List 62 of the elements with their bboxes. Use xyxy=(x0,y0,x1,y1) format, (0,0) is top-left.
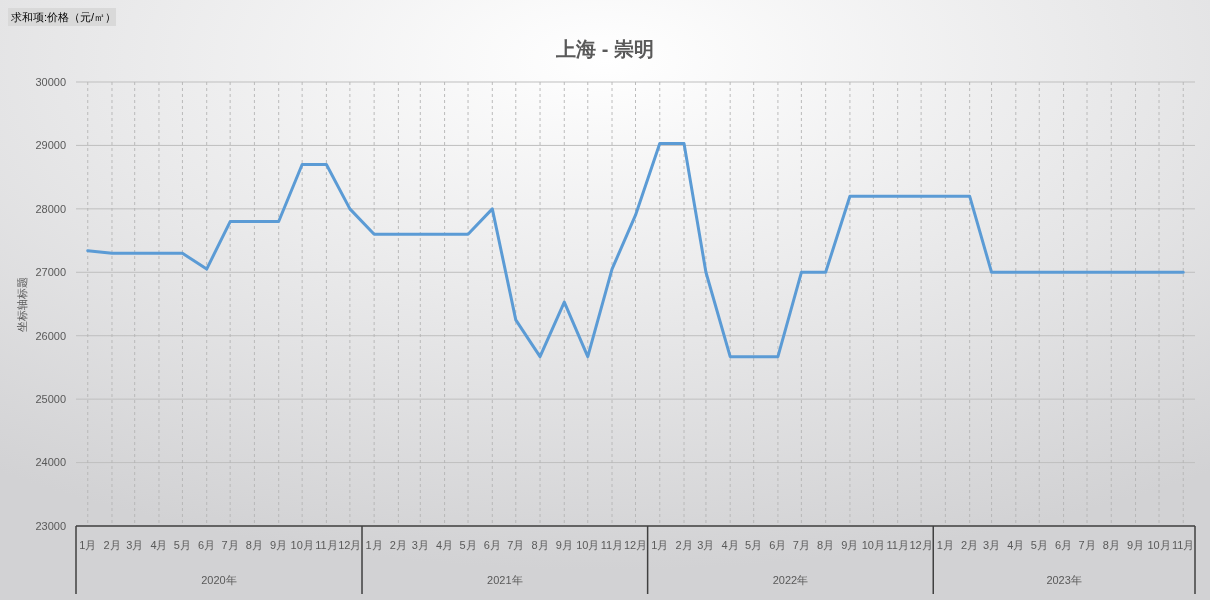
x-tick-label: 3月 xyxy=(411,539,429,551)
x-tick-label: 10月 xyxy=(290,539,314,551)
x-tick-label: 9月 xyxy=(1126,539,1145,551)
x-tick-label: 6月 xyxy=(198,539,216,551)
x-tick-label: 3月 xyxy=(126,539,144,551)
x-tick-label: 12月 xyxy=(623,539,648,551)
y-tick-label: 28000 xyxy=(35,202,66,215)
x-tick-label: 6月 xyxy=(1054,539,1073,551)
x-tick-label: 1月 xyxy=(365,539,383,551)
line-series xyxy=(86,142,1185,359)
x-tick-label: 1月 xyxy=(936,539,954,551)
x-tick-label: 5月 xyxy=(1030,539,1048,551)
x-tick-label: 1月 xyxy=(79,539,97,551)
x-tick-label: 4月 xyxy=(436,539,454,551)
x-tick-label: 10月 xyxy=(1147,539,1171,551)
y-tick-label: 23000 xyxy=(35,519,66,532)
x-tick-label: 11月 xyxy=(600,539,624,551)
x-tick-label: 7月 xyxy=(221,539,239,551)
x-tick-label: 3月 xyxy=(982,539,1001,551)
text: 2022年 xyxy=(772,574,809,586)
x-tick-label: 3月 xyxy=(697,539,715,551)
x-tick-label: 5月 xyxy=(459,539,477,551)
y-tick-label: 29000 xyxy=(35,139,66,152)
x-tick-label: 7月 xyxy=(792,539,810,551)
x-tick-label: 2月 xyxy=(675,539,693,551)
x-tick-label: 6月 xyxy=(769,539,787,551)
y-axis-title: 坐标轴标题 xyxy=(16,276,28,332)
x-tick-label: 10月 xyxy=(861,539,886,551)
x-tick-label: 2月 xyxy=(961,539,979,551)
x-tick-label: 9月 xyxy=(270,539,288,551)
x-tick-label: 12月 xyxy=(909,539,933,551)
text: 2020年 xyxy=(201,574,237,586)
x-tick-label: 2月 xyxy=(389,539,407,551)
x-tick-label: 5月 xyxy=(745,539,763,551)
x-tick-label: 4月 xyxy=(1007,539,1025,551)
x-tick-label: 1月 xyxy=(651,539,669,551)
x-tick-label: 11月 xyxy=(1172,539,1195,551)
y-tick-label: 27000 xyxy=(35,266,66,279)
x-tick-label: 11月 xyxy=(315,539,338,551)
x-tick-label: 8月 xyxy=(245,539,263,551)
x-tick-label: 2月 xyxy=(103,539,121,551)
x-tick-label: 11月 xyxy=(886,539,909,551)
x-tick-label: 9月 xyxy=(555,539,573,551)
x-tick-label: 9月 xyxy=(841,539,859,551)
x-tick-label: 7月 xyxy=(507,539,525,551)
x-tick-label: 8月 xyxy=(817,539,835,551)
x-tick-label: 5月 xyxy=(173,539,191,551)
chart-title: 上海 - 崇明 xyxy=(555,38,654,60)
y-tick-label: 24000 xyxy=(35,456,66,469)
x-tick-label: 12月 xyxy=(338,539,362,551)
y-tick-label: 26000 xyxy=(35,329,66,342)
x-tick-label: 7月 xyxy=(1078,539,1096,551)
y-tick-label: 25000 xyxy=(35,392,66,405)
x-tick-label: 6月 xyxy=(483,539,501,551)
x-tick-label: 4月 xyxy=(150,539,168,551)
x-tick-label: 10月 xyxy=(576,539,600,551)
text: 2021年 xyxy=(487,574,523,586)
x-tick-label: 8月 xyxy=(531,539,549,551)
x-tick-label: 8月 xyxy=(1102,539,1120,551)
x-tick-label: 4月 xyxy=(721,539,739,551)
y-tick-label: 30000 xyxy=(35,75,66,88)
text: 2023年 xyxy=(1046,574,1082,586)
